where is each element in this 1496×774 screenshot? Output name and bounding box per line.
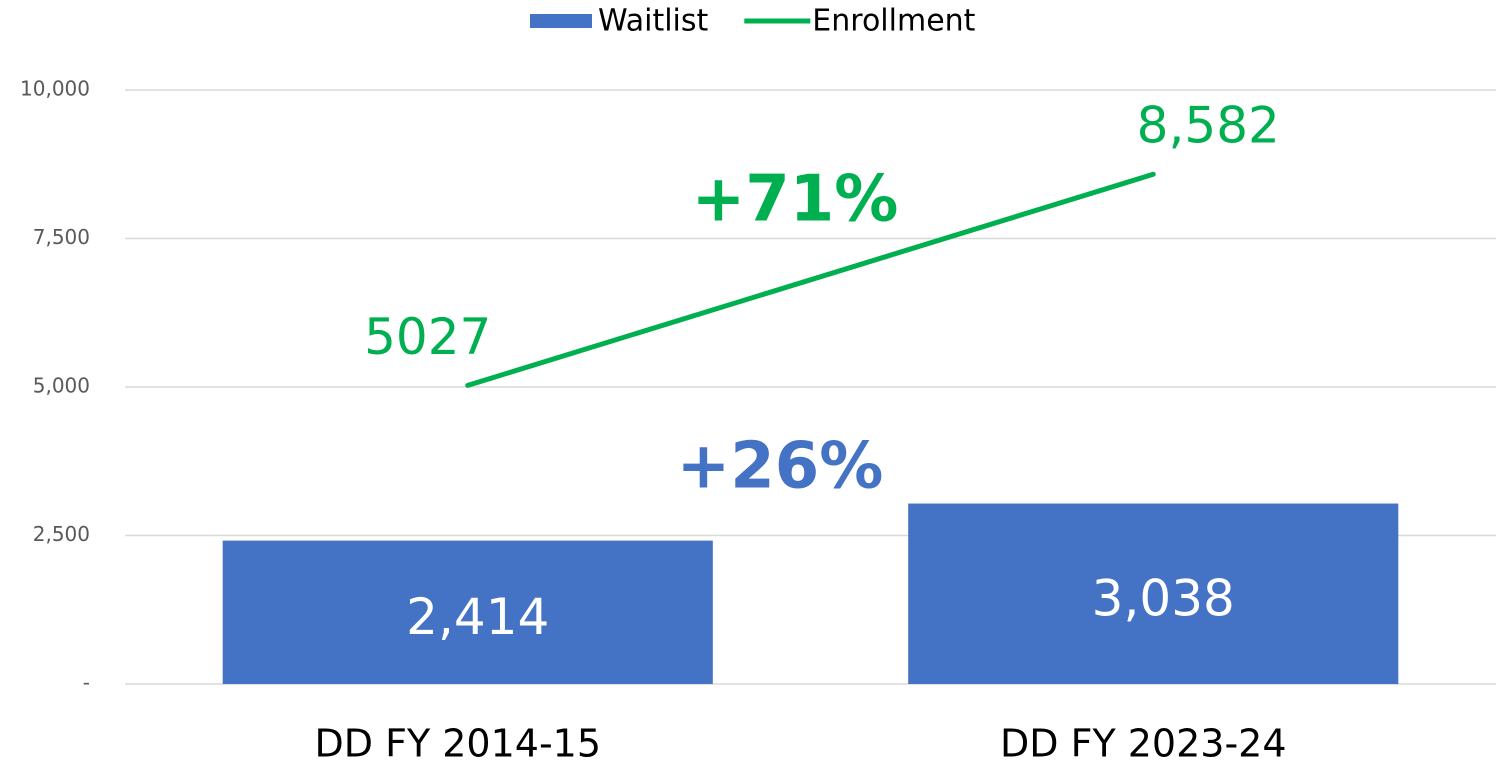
y-tick-label: 2,500 bbox=[33, 522, 90, 546]
y-tick-label: 5,000 bbox=[33, 374, 90, 398]
bar bbox=[222, 540, 713, 684]
bar-value-label: 3,038 bbox=[1092, 569, 1235, 627]
bar-value-label: 2,414 bbox=[406, 588, 549, 646]
line-value-label: 8,582 bbox=[1137, 97, 1280, 155]
legend-swatch bbox=[530, 14, 592, 28]
legend-label: Waitlist bbox=[598, 4, 709, 39]
annotation: +26% bbox=[677, 430, 884, 504]
line-value-label: 5027 bbox=[364, 308, 491, 366]
x-tick-label: DD FY 2023-24 bbox=[1000, 722, 1287, 766]
bar bbox=[908, 503, 1399, 684]
y-tick-label: - bbox=[83, 671, 90, 695]
legend-label: Enrollment bbox=[812, 4, 975, 39]
line bbox=[465, 171, 1156, 388]
annotation: +71% bbox=[692, 163, 899, 237]
y-tick-label: 10,000 bbox=[20, 77, 90, 101]
y-tick-label: 7,500 bbox=[33, 225, 90, 249]
x-tick-label: DD FY 2014-15 bbox=[314, 722, 601, 766]
